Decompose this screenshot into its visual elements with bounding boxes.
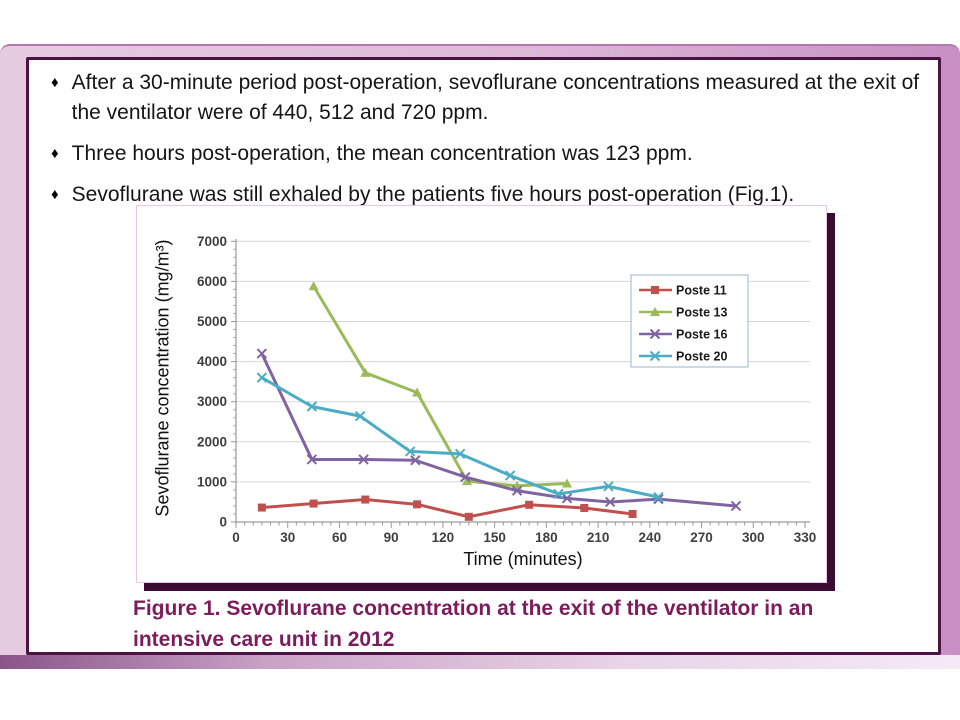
bullet-text: Three hours post-operation, the mean con… — [71, 142, 693, 165]
axes — [231, 239, 810, 528]
series-poste-20 — [256, 372, 664, 503]
figure-1-chart: 0 30 60 90 120 150 180 210 240 270 300 330 0 1000 2000… — [136, 205, 827, 583]
bullet-item: ♦ After a 30-minute period post-operatio… — [45, 68, 920, 128]
legend: Poste 11 Poste 13 Poste 16 Poste 20 — [630, 274, 749, 368]
svg-text:150: 150 — [483, 530, 506, 545]
svg-text:Poste 16: Poste 16 — [676, 328, 727, 342]
svg-text:330: 330 — [794, 530, 817, 545]
svg-text:Poste 13: Poste 13 — [676, 306, 727, 320]
svg-text:Poste 11: Poste 11 — [676, 284, 727, 298]
svg-text:90: 90 — [384, 530, 399, 545]
bullet-list: ♦ After a 30-minute period post-operatio… — [29, 60, 938, 210]
svg-text:4000: 4000 — [197, 354, 227, 369]
tick-labels: 0 30 60 90 120 150 180 210 240 270 300 330 0 1000 2000… — [197, 234, 816, 545]
svg-text:1000: 1000 — [197, 474, 227, 489]
svg-text:0: 0 — [219, 515, 227, 530]
diamond-bullet-icon: ♦ — [51, 74, 59, 91]
svg-text:210: 210 — [587, 530, 610, 545]
figure-caption: Figure 1. Sevoflurane concentration at t… — [133, 597, 814, 651]
svg-text:270: 270 — [690, 530, 713, 545]
bullet-text: After a 30-minute period post-operation,… — [71, 71, 920, 124]
y-axis-title: Sevoflurane concentration (mg/m³) — [152, 239, 173, 517]
svg-text:300: 300 — [742, 530, 765, 545]
content-box: ♦ After a 30-minute period post-operatio… — [26, 57, 941, 655]
sevoflurane-line-chart: 0 30 60 90 120 150 180 210 240 270 300 330 0 1000 2000… — [197, 234, 816, 545]
svg-text:Poste 20: Poste 20 — [676, 350, 727, 364]
bottom-gradient-bar — [0, 655, 960, 669]
svg-text:6000: 6000 — [197, 274, 227, 289]
svg-text:7000: 7000 — [197, 234, 227, 249]
diamond-bullet-icon: ♦ — [51, 186, 59, 203]
bullet-item: ♦ Three hours post-operation, the mean c… — [45, 139, 920, 169]
svg-text:30: 30 — [280, 530, 295, 545]
svg-text:5000: 5000 — [197, 314, 227, 329]
svg-text:0: 0 — [232, 530, 240, 545]
svg-text:2000: 2000 — [197, 434, 227, 449]
x-axis-title: Time (minutes) — [463, 549, 583, 569]
svg-text:180: 180 — [535, 530, 558, 545]
bullet-item: ♦ Sevoflurane was still exhaled by the p… — [45, 180, 920, 210]
svg-text:240: 240 — [639, 530, 662, 545]
svg-text:120: 120 — [432, 530, 455, 545]
series-poste-11 — [257, 495, 637, 521]
svg-text:3000: 3000 — [197, 394, 227, 409]
svg-text:60: 60 — [332, 530, 347, 545]
bullet-text: Sevoflurane was still exhaled by the pat… — [71, 183, 795, 206]
series-poste-16 — [256, 348, 742, 512]
diamond-bullet-icon: ♦ — [51, 145, 59, 162]
